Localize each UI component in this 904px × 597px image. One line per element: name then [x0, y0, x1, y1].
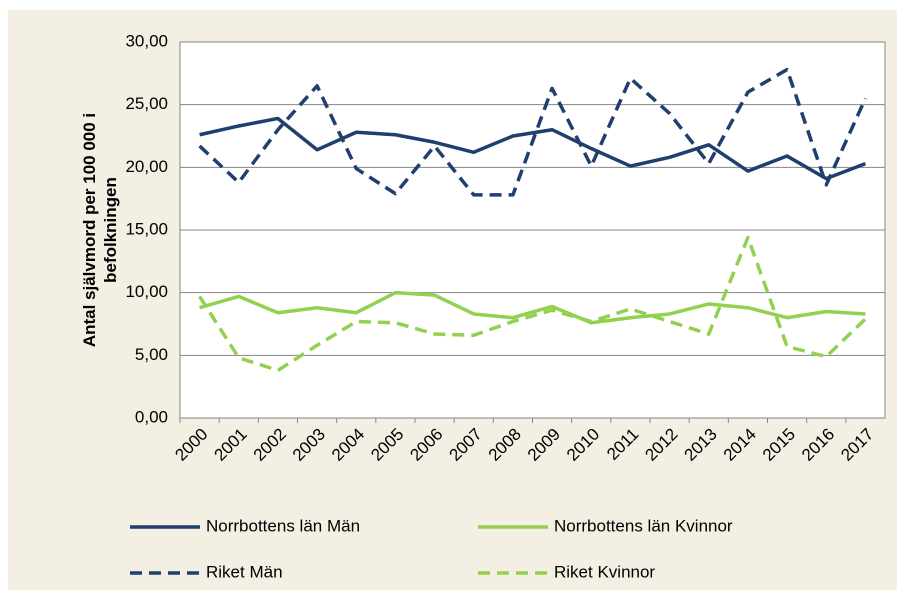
y-tick-label: 0,00: [135, 407, 168, 426]
y-tick-label: 25,00: [125, 94, 168, 113]
legend-label: Riket Kvinnor: [554, 562, 655, 581]
y-tick-label: 10,00: [125, 282, 168, 301]
series-line: [198, 235, 867, 373]
series-line: [198, 67, 868, 197]
series-line: [199, 116, 867, 181]
legend-label: Riket Män: [206, 562, 283, 581]
series-line: [199, 290, 866, 325]
legend-label: Norrbottens län Kvinnor: [554, 516, 733, 535]
y-tick-label: 30,00: [125, 31, 168, 50]
y-tick-label: 5,00: [135, 345, 168, 364]
y-tick-label: 15,00: [125, 219, 168, 238]
legend-label: Norrbottens län Män: [206, 516, 360, 535]
y-tick-label: 20,00: [125, 157, 168, 176]
y-axis-label: Antal självmord per 100 000 i befolkning…: [80, 112, 120, 348]
